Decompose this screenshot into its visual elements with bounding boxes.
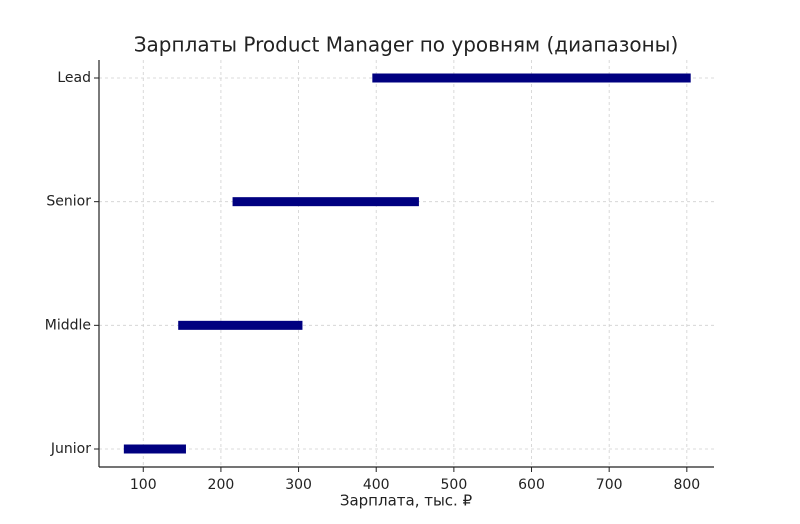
range-bar	[232, 197, 419, 207]
y-tick-label: Middle	[45, 317, 91, 333]
range-bar	[178, 320, 303, 330]
x-axis-label: Зарплата, тыс. ₽	[340, 492, 473, 510]
y-tick-label: Senior	[46, 194, 91, 210]
y-tick-label: Lead	[57, 70, 91, 86]
y-tick-label: Junior	[50, 441, 91, 457]
x-tick-label: 700	[596, 477, 623, 493]
range-bar	[372, 73, 691, 83]
x-tick-label: 600	[518, 477, 545, 493]
x-tick-label: 200	[208, 477, 235, 493]
chart-title: Зарплаты Product Manager по уровням (диа…	[134, 33, 679, 57]
x-tick-label: 400	[363, 477, 390, 493]
range-bar	[123, 444, 186, 454]
x-tick-label: 100	[130, 477, 157, 493]
x-tick-label: 800	[673, 477, 700, 493]
x-tick-label: 500	[441, 477, 468, 493]
x-tick-label: 300	[285, 477, 312, 493]
